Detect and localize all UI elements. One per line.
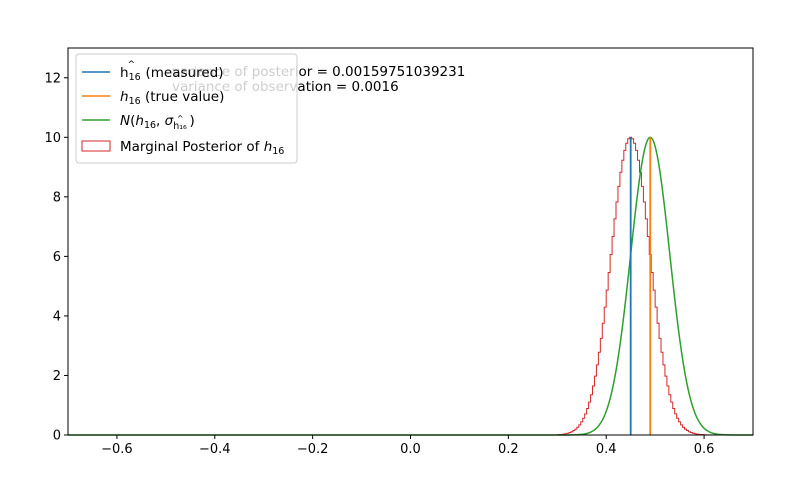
- legend-label-normal: N(h16, σh₁₆^): [120, 113, 195, 132]
- x-axis: −0.6 −0.4 −0.2 0.0 0.2 0.4 0.6: [101, 435, 714, 457]
- plot-area: [68, 136, 753, 436]
- x-tick-label: −0.4: [199, 442, 231, 457]
- y-tick-label: 2: [53, 369, 61, 384]
- legend-label-true-value: h16 (true value): [120, 89, 224, 107]
- legend-label-posterior: Marginal Posterior of h16: [120, 139, 284, 157]
- x-tick-label: −0.2: [297, 442, 329, 457]
- y-tick-label: 6: [53, 250, 61, 265]
- legend: h16^ (measured) h16 (true value) N(h16, …: [75, 53, 298, 164]
- x-tick-label: −0.6: [101, 442, 133, 457]
- x-tick-label: 0.4: [596, 442, 617, 457]
- y-tick-label: 10: [44, 131, 61, 146]
- legend-swatch-posterior: [81, 140, 111, 152]
- legend-box: [75, 53, 298, 164]
- x-tick-label: 0.2: [498, 442, 519, 457]
- x-tick-label: 0.0: [400, 442, 421, 457]
- legend-label-measured: h16^ (measured): [120, 60, 223, 83]
- y-axis: 0 2 4 6 8 10 12: [44, 71, 68, 444]
- y-tick-label: 8: [53, 190, 61, 205]
- y-tick-label: 12: [44, 71, 61, 86]
- y-tick-label: 4: [53, 309, 61, 324]
- posterior-histogram: [556, 136, 715, 436]
- x-tick-label: 0.6: [694, 442, 715, 457]
- y-tick-label: 0: [53, 429, 61, 444]
